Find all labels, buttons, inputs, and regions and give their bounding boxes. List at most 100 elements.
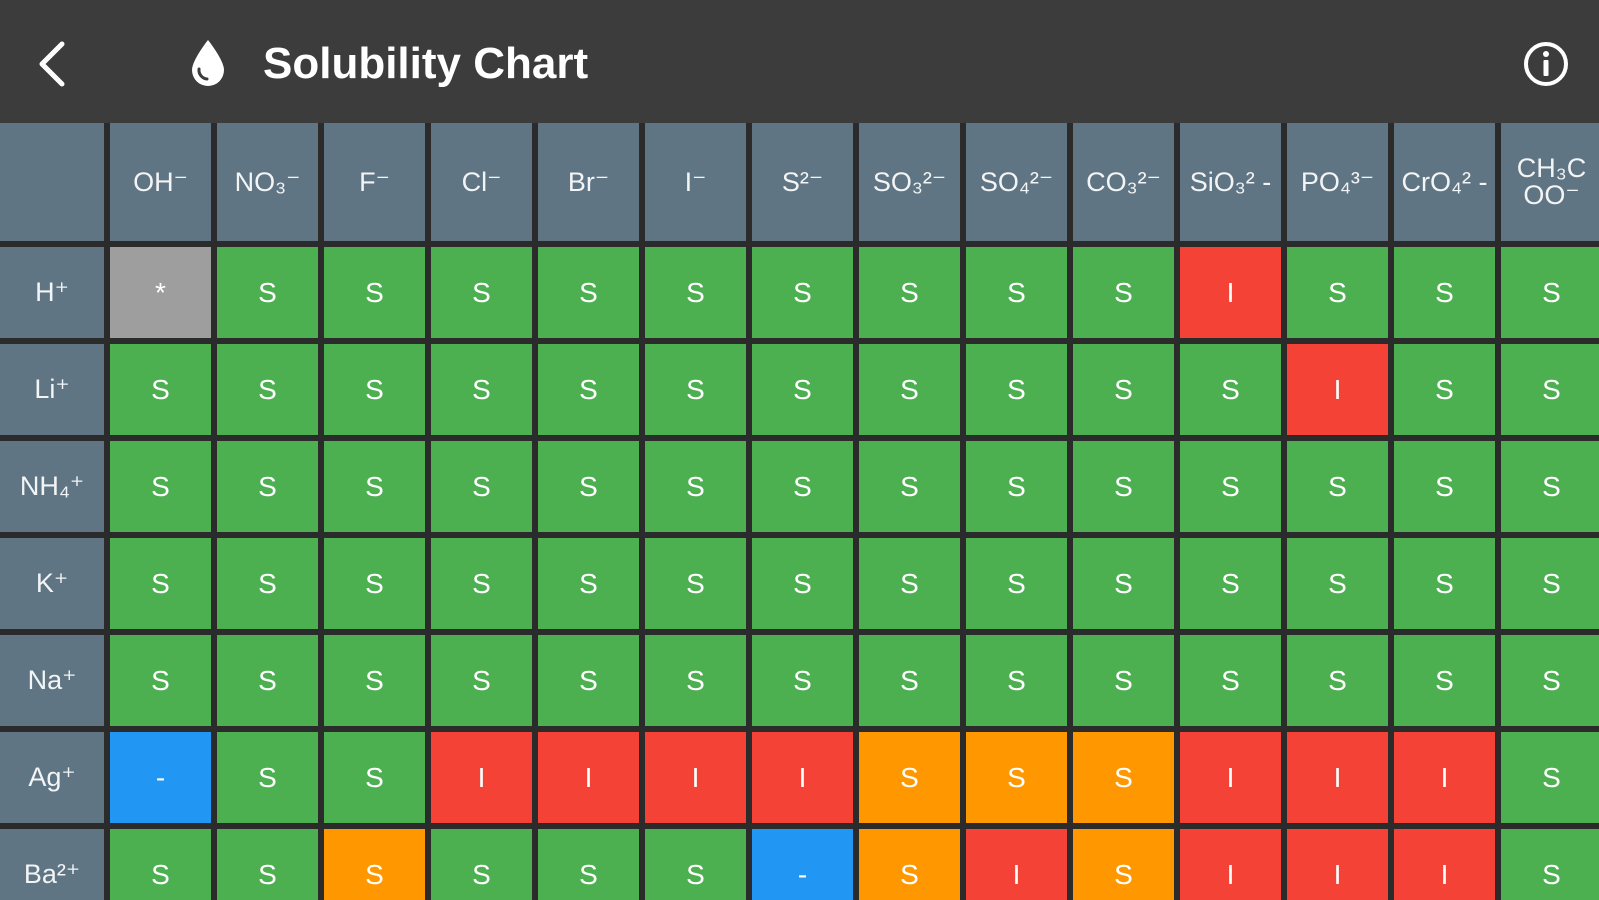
solubility-cell[interactable]: S bbox=[1073, 538, 1174, 629]
solubility-cell[interactable]: S bbox=[1501, 538, 1599, 629]
solubility-cell[interactable]: S bbox=[217, 829, 318, 900]
solubility-cell[interactable]: S bbox=[431, 829, 532, 900]
solubility-cell[interactable]: S bbox=[431, 344, 532, 435]
solubility-cell[interactable]: S bbox=[538, 829, 639, 900]
solubility-cell[interactable]: S bbox=[217, 344, 318, 435]
solubility-cell[interactable]: I bbox=[431, 732, 532, 823]
solubility-cell[interactable]: S bbox=[645, 538, 746, 629]
solubility-cell[interactable]: S bbox=[1501, 829, 1599, 900]
column-header-anion[interactable]: CrO₄² - bbox=[1394, 123, 1495, 241]
solubility-cell[interactable]: S bbox=[431, 247, 532, 338]
column-header-anion[interactable]: OH⁻ bbox=[110, 123, 211, 241]
column-header-anion[interactable]: S²⁻ bbox=[752, 123, 853, 241]
solubility-cell[interactable]: S bbox=[1180, 441, 1281, 532]
row-header-cation[interactable]: Ba²⁺ bbox=[0, 829, 104, 900]
solubility-cell[interactable]: S bbox=[645, 344, 746, 435]
solubility-cell[interactable]: S bbox=[859, 732, 960, 823]
solubility-cell[interactable]: S bbox=[1501, 732, 1599, 823]
solubility-cell[interactable]: S bbox=[538, 538, 639, 629]
solubility-cell[interactable]: S bbox=[110, 538, 211, 629]
solubility-cell[interactable]: S bbox=[1073, 829, 1174, 900]
solubility-cell[interactable]: - bbox=[110, 732, 211, 823]
solubility-cell[interactable]: S bbox=[859, 829, 960, 900]
solubility-cell[interactable]: S bbox=[752, 441, 853, 532]
solubility-cell[interactable]: I bbox=[1180, 732, 1281, 823]
solubility-cell[interactable]: S bbox=[217, 635, 318, 726]
row-header-cation[interactable]: Na⁺ bbox=[0, 635, 104, 726]
solubility-cell[interactable]: I bbox=[1180, 829, 1281, 900]
solubility-cell[interactable]: * bbox=[110, 247, 211, 338]
solubility-cell[interactable]: S bbox=[1287, 635, 1388, 726]
solubility-cell[interactable]: S bbox=[1287, 247, 1388, 338]
solubility-cell[interactable]: S bbox=[645, 441, 746, 532]
solubility-cell[interactable]: S bbox=[1394, 538, 1495, 629]
solubility-cell[interactable]: S bbox=[1394, 441, 1495, 532]
solubility-cell[interactable]: I bbox=[1180, 247, 1281, 338]
solubility-cell[interactable]: I bbox=[752, 732, 853, 823]
solubility-cell[interactable]: S bbox=[1501, 247, 1599, 338]
column-header-anion[interactable]: SO₃²⁻ bbox=[859, 123, 960, 241]
row-header-cation[interactable]: Ag⁺ bbox=[0, 732, 104, 823]
solubility-cell[interactable]: S bbox=[1287, 441, 1388, 532]
solubility-cell[interactable]: S bbox=[538, 441, 639, 532]
solubility-cell[interactable]: S bbox=[110, 829, 211, 900]
solubility-cell[interactable]: S bbox=[110, 441, 211, 532]
solubility-cell[interactable]: S bbox=[645, 247, 746, 338]
solubility-cell[interactable]: S bbox=[645, 829, 746, 900]
solubility-cell[interactable]: S bbox=[966, 635, 1067, 726]
solubility-cell[interactable]: S bbox=[966, 538, 1067, 629]
solubility-cell[interactable]: S bbox=[1394, 344, 1495, 435]
column-header-anion[interactable]: CO₃²⁻ bbox=[1073, 123, 1174, 241]
solubility-cell[interactable]: S bbox=[1073, 732, 1174, 823]
solubility-cell[interactable]: S bbox=[324, 829, 425, 900]
solubility-cell[interactable]: S bbox=[324, 441, 425, 532]
solubility-cell[interactable]: I bbox=[645, 732, 746, 823]
column-header-anion[interactable]: SO₄²⁻ bbox=[966, 123, 1067, 241]
column-header-anion[interactable]: F⁻ bbox=[324, 123, 425, 241]
row-header-cation[interactable]: H⁺ bbox=[0, 247, 104, 338]
solubility-cell[interactable]: S bbox=[110, 344, 211, 435]
solubility-cell[interactable]: S bbox=[324, 247, 425, 338]
solubility-cell[interactable]: S bbox=[752, 635, 853, 726]
column-header-anion[interactable]: SiO₃² - bbox=[1180, 123, 1281, 241]
solubility-cell[interactable]: S bbox=[1073, 635, 1174, 726]
solubility-cell[interactable]: S bbox=[1073, 441, 1174, 532]
solubility-cell[interactable]: S bbox=[538, 635, 639, 726]
solubility-cell[interactable]: S bbox=[966, 247, 1067, 338]
solubility-cell[interactable]: S bbox=[324, 344, 425, 435]
row-header-cation[interactable]: Li⁺ bbox=[0, 344, 104, 435]
solubility-cell[interactable]: S bbox=[1073, 247, 1174, 338]
solubility-cell[interactable]: S bbox=[966, 441, 1067, 532]
back-button[interactable] bbox=[26, 36, 78, 92]
solubility-cell[interactable]: S bbox=[217, 732, 318, 823]
solubility-cell[interactable]: S bbox=[1073, 344, 1174, 435]
solubility-cell[interactable]: I bbox=[1287, 732, 1388, 823]
solubility-cell[interactable]: S bbox=[966, 344, 1067, 435]
solubility-cell[interactable]: S bbox=[431, 538, 532, 629]
solubility-cell[interactable]: S bbox=[752, 344, 853, 435]
row-header-cation[interactable]: NH₄⁺ bbox=[0, 441, 104, 532]
solubility-cell[interactable]: S bbox=[1501, 635, 1599, 726]
solubility-cell[interactable]: S bbox=[324, 732, 425, 823]
solubility-cell[interactable]: I bbox=[1394, 732, 1495, 823]
solubility-cell[interactable]: S bbox=[217, 247, 318, 338]
solubility-cell[interactable]: I bbox=[1287, 344, 1388, 435]
solubility-cell[interactable]: S bbox=[859, 538, 960, 629]
solubility-cell[interactable]: S bbox=[859, 247, 960, 338]
column-header-anion[interactable]: PO₄³⁻ bbox=[1287, 123, 1388, 241]
solubility-cell[interactable]: S bbox=[538, 247, 639, 338]
solubility-cell[interactable]: S bbox=[1180, 538, 1281, 629]
solubility-cell[interactable]: S bbox=[431, 635, 532, 726]
solubility-cell[interactable]: S bbox=[110, 635, 211, 726]
solubility-cell[interactable]: I bbox=[1394, 829, 1495, 900]
solubility-cell[interactable]: S bbox=[1501, 344, 1599, 435]
solubility-cell[interactable]: S bbox=[1180, 344, 1281, 435]
solubility-cell[interactable]: S bbox=[217, 538, 318, 629]
solubility-table[interactable]: OH⁻ NO₃⁻ F⁻ Cl⁻ Br⁻ I⁻ S²⁻ SO₃²⁻ SO₄²⁻ CO₃²⁻ SiO₃²… bbox=[0, 123, 1599, 900]
solubility-cell[interactable]: S bbox=[1501, 441, 1599, 532]
solubility-cell[interactable]: S bbox=[1394, 247, 1495, 338]
column-header-anion[interactable]: CH₃C OO⁻ bbox=[1501, 123, 1599, 241]
solubility-cell[interactable]: S bbox=[324, 635, 425, 726]
column-header-anion[interactable]: NO₃⁻ bbox=[217, 123, 318, 241]
solubility-cell[interactable]: S bbox=[217, 441, 318, 532]
